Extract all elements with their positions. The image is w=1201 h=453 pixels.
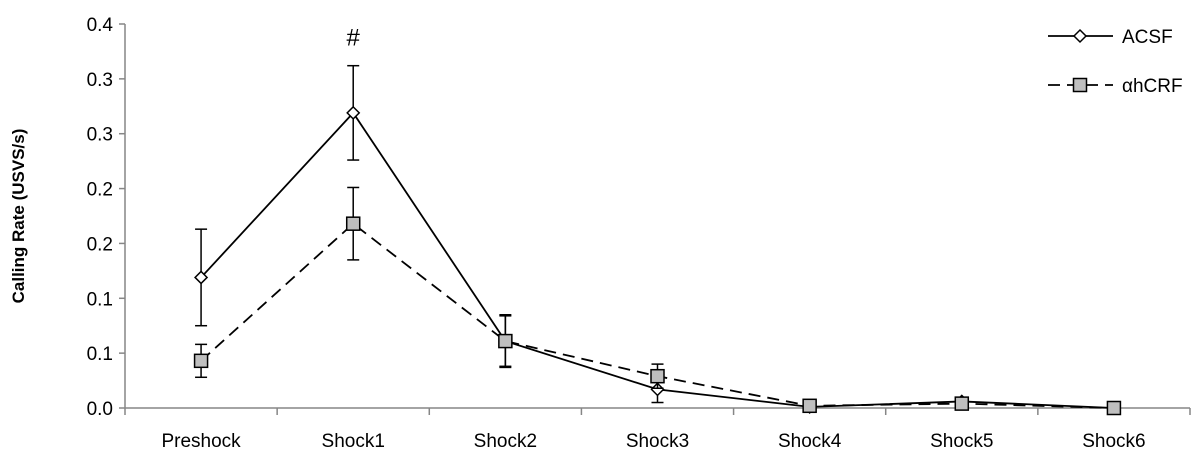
x-tick-label: Shock1 bbox=[322, 431, 385, 452]
legend: ACSF αhCRF bbox=[1048, 27, 1183, 97]
y-tick-label: 0.2 bbox=[87, 234, 113, 255]
data-point bbox=[650, 382, 665, 397]
series-layer bbox=[193, 64, 1122, 416]
y-axis-ticks: 0.0 0.1 0.1 0.2 0.2 0.3 0.3 0.4 bbox=[87, 15, 125, 420]
data-point bbox=[954, 396, 970, 411]
data-point bbox=[194, 270, 209, 285]
data-point bbox=[1106, 400, 1122, 416]
y-axis-label: Calling Rate (USVS/s) bbox=[9, 129, 28, 304]
axes bbox=[124, 24, 1190, 409]
series-acsf bbox=[194, 64, 1121, 416]
y-tick-label: 0.3 bbox=[87, 70, 113, 91]
legend-marker bbox=[1072, 77, 1088, 93]
y-tick-label: 0.4 bbox=[87, 15, 114, 36]
x-tick-label: Preshock bbox=[161, 431, 241, 452]
x-axis-ticks: Preshock Shock1 Shock2 Shock3 Shock4 Shock5 Sh… bbox=[124, 408, 1191, 452]
significance-annotation: # bbox=[347, 25, 361, 52]
x-tick-label: Shock5 bbox=[930, 431, 993, 452]
data-point bbox=[498, 333, 513, 349]
x-tick-label: Shock3 bbox=[626, 431, 689, 452]
legend-label: ACSF bbox=[1122, 27, 1173, 48]
x-tick-label: Shock2 bbox=[474, 431, 537, 452]
y-tick-label: 0.1 bbox=[87, 289, 113, 310]
data-point bbox=[802, 398, 817, 414]
legend-marker bbox=[1072, 28, 1088, 44]
legend-item: αhCRF bbox=[1048, 76, 1183, 97]
data-point bbox=[650, 368, 665, 384]
y-tick-label: 0.3 bbox=[87, 125, 113, 146]
legend-label: αhCRF bbox=[1122, 76, 1183, 97]
data-point bbox=[346, 105, 361, 120]
y-tick-label: 0.0 bbox=[87, 399, 113, 420]
series-ahcrf bbox=[193, 186, 1122, 416]
x-tick-label: Shock6 bbox=[1082, 431, 1145, 452]
annotation-layer: # bbox=[347, 25, 361, 52]
legend-item: ACSF bbox=[1048, 27, 1173, 48]
y-tick-label: 0.1 bbox=[87, 344, 113, 365]
y-tick-label: 0.2 bbox=[87, 180, 113, 201]
x-tick-label: Shock4 bbox=[778, 431, 842, 452]
data-point bbox=[193, 353, 209, 369]
data-point bbox=[345, 216, 361, 231]
